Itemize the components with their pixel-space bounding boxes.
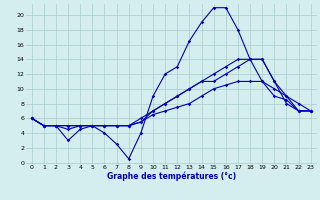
X-axis label: Graphe des températures (°c): Graphe des températures (°c) [107, 172, 236, 181]
